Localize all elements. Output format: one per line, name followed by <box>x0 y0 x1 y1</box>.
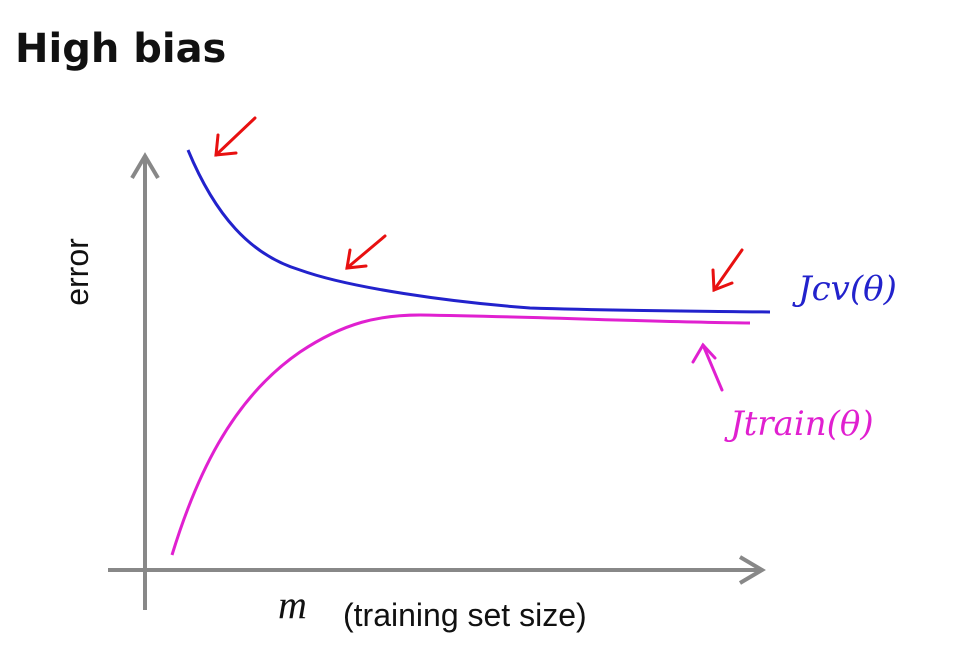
arrow <box>712 248 744 292</box>
arrowhead <box>691 342 717 364</box>
cv-curve <box>186 149 771 314</box>
title: High bias <box>15 26 226 72</box>
arrowhead <box>711 268 734 293</box>
arrowhead <box>214 133 238 157</box>
x-arrow <box>738 555 766 585</box>
train-label: Jtrain(θ) <box>724 404 874 444</box>
arrowhead <box>345 248 368 270</box>
x-axis-label: (training set size) <box>343 597 587 633</box>
train-curve <box>170 313 751 556</box>
y-axis-label: error <box>59 238 95 306</box>
y-arrow <box>130 152 160 180</box>
cv-label: Jcv(θ) <box>792 269 897 309</box>
axes <box>108 152 766 610</box>
arrow <box>214 116 257 157</box>
arrow <box>345 234 387 270</box>
annotation-arrows <box>214 116 744 293</box>
arrow <box>701 343 724 392</box>
train-pointer <box>691 342 724 392</box>
x-axis-variable: m <box>278 582 307 627</box>
